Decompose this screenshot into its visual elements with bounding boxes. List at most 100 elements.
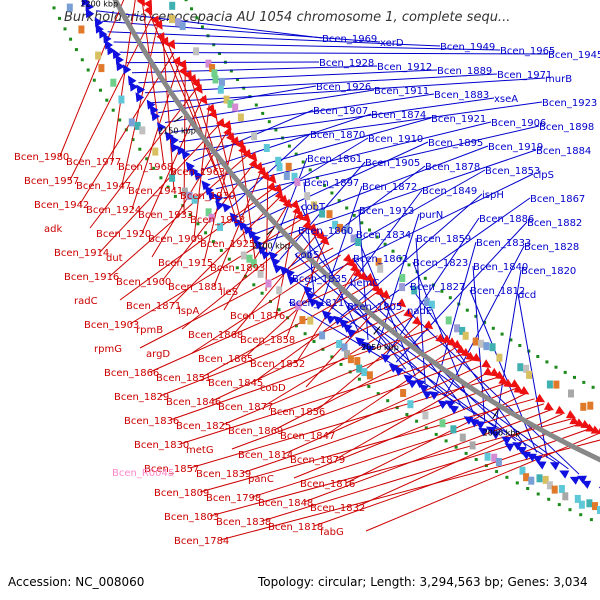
reverse-gene-label[interactable]: Bcen_1836 — [124, 416, 179, 427]
reverse-gene-label[interactable]: Bcen_1847 — [280, 431, 335, 442]
forward-gene-label[interactable]: Bcen_1905 — [365, 158, 420, 169]
forward-gene-label[interactable]: Bcen_1833 — [476, 238, 531, 249]
forward-gene-label[interactable]: Bcen_1859 — [416, 234, 471, 245]
reverse-gene-label[interactable]: Bcen_1784 — [174, 536, 229, 547]
reverse-gene-label[interactable]: Bcen_1881 — [168, 282, 223, 293]
forward-gene-label[interactable]: Bcen_1907 — [313, 106, 368, 117]
forward-gene-label[interactable]: Bcen_1971 — [497, 70, 552, 81]
forward-gene-label[interactable]: Bcen_1945 — [548, 50, 600, 61]
reverse-gene-label[interactable]: rpmB — [136, 325, 163, 336]
forward-gene-label[interactable]: Bcen_1928 — [319, 58, 374, 69]
reverse-gene-label[interactable]: Bcen_1920 — [96, 229, 151, 240]
forward-gene-label[interactable]: Bcen_1921 — [431, 114, 486, 125]
reverse-gene-label[interactable]: Bcen_1909 — [148, 234, 203, 245]
forward-gene-label[interactable]: purN — [419, 210, 443, 221]
forward-gene-label[interactable]: ispH — [482, 190, 504, 201]
reverse-gene-label[interactable]: Bcen_1877 — [218, 402, 273, 413]
forward-gene-label[interactable]: Bcen_1912 — [377, 62, 432, 73]
reverse-gene-label[interactable]: Bcen_1830 — [134, 440, 189, 451]
reverse-gene-label[interactable]: Bcen_1930 — [180, 191, 235, 202]
reverse-gene-label[interactable]: Bcen_1852 — [250, 359, 305, 370]
forward-gene-label[interactable]: Bcen_1853 — [485, 166, 540, 177]
reverse-gene-label[interactable]: Bcen_1798 — [206, 493, 261, 504]
reverse-gene-label[interactable]: Bcen_1809 — [154, 488, 209, 499]
reverse-gene-label[interactable]: Bcen_1947 — [76, 181, 131, 192]
reverse-gene-label[interactable]: Bcen_1957 — [24, 176, 79, 187]
reverse-gene-label[interactable]: Bcen_1839 — [196, 469, 251, 480]
forward-gene-label[interactable]: Bcen_1812 — [470, 286, 525, 297]
reverse-gene-label[interactable]: dut — [106, 253, 123, 264]
reverse-gene-label[interactable]: Bcen_1977 — [66, 157, 121, 168]
forward-gene-label[interactable]: Bcen_1897 — [304, 178, 359, 189]
reverse-gene-label[interactable]: Bcen_1869 — [228, 426, 283, 437]
forward-gene-label[interactable]: clpS — [533, 170, 554, 181]
reverse-gene-label[interactable]: adk — [44, 224, 62, 235]
forward-gene-label[interactable]: murB — [545, 74, 572, 85]
forward-gene-label[interactable]: Bcen_1878 — [425, 162, 480, 173]
forward-gene-label[interactable]: Bcen_1874 — [371, 110, 426, 121]
forward-gene-label[interactable]: xseA — [494, 94, 518, 105]
forward-gene-label[interactable]: cobT — [301, 202, 326, 213]
forward-gene-label[interactable]: nadE — [407, 306, 432, 317]
forward-gene-label[interactable]: Bcen_1805 — [347, 302, 402, 313]
reverse-gene-label[interactable]: metG — [186, 445, 214, 456]
forward-gene-label[interactable]: Bcen_1862 — [353, 254, 408, 265]
forward-gene-label[interactable]: Bcen_1849 — [422, 186, 477, 197]
reverse-gene-label[interactable]: Bcen_1942 — [34, 200, 89, 211]
reverse-gene-label[interactable]: Bcen_1856 — [270, 407, 325, 418]
forward-gene-label[interactable]: hemC — [350, 278, 379, 289]
forward-gene-label[interactable]: Bcen_1923 — [542, 98, 597, 109]
reverse-gene-label[interactable]: Bcen_1941 — [128, 186, 183, 197]
reverse-gene-label[interactable]: panC — [248, 474, 274, 485]
forward-gene-label[interactable]: Bcen_1872 — [362, 182, 417, 193]
forward-gene-label[interactable]: Bcen_1906 — [491, 118, 546, 129]
forward-gene-label[interactable]: Bcen_1965 — [500, 46, 555, 57]
reverse-gene-label[interactable]: lspA — [178, 306, 199, 317]
forward-gene-label[interactable]: Bcen_1870 — [310, 130, 365, 141]
reverse-gene-label[interactable]: Bcen_1968 — [118, 162, 173, 173]
forward-gene-label[interactable]: Bcen_1861 — [307, 154, 362, 165]
reverse-gene-label[interactable]: Bcen_1915 — [158, 258, 213, 269]
forward-gene-label[interactable]: Bcen_1895 — [428, 138, 483, 149]
reverse-gene-label[interactable]: Bcen_1903 — [84, 320, 139, 331]
reverse-gene-label[interactable]: Bcen_1916 — [64, 272, 119, 283]
reverse-gene-label[interactable]: ileS — [220, 287, 238, 298]
reverse-gene-label[interactable]: Bcen_1866 — [104, 368, 159, 379]
reverse-gene-label[interactable]: Bcen_1825 — [176, 421, 231, 432]
reverse-gene-label[interactable]: Bcen_1963 — [170, 167, 225, 178]
reverse-gene-label[interactable]: cobD — [260, 383, 286, 394]
forward-gene-label[interactable]: Bcen_1827 — [410, 282, 465, 293]
forward-gene-label[interactable]: Bcen_1834 — [356, 230, 411, 241]
reverse-gene-label[interactable]: Bcen_1803 — [164, 512, 219, 523]
forward-gene-label[interactable]: Bcen_1969 — [322, 34, 377, 45]
reverse-gene-label[interactable]: Bcen_1865 — [198, 354, 253, 365]
reverse-gene-label[interactable]: Bcen_1914 — [54, 248, 109, 259]
reverse-gene-label[interactable]: Bcen_1893 — [210, 263, 265, 274]
reverse-gene-label[interactable]: Bcen_1848 — [258, 498, 313, 509]
reverse-gene-label[interactable]: fabG — [320, 527, 344, 538]
reverse-gene-label[interactable]: Bcen_1851 — [156, 373, 211, 384]
reverse-gene-label[interactable]: Bcen_1832 — [310, 503, 365, 514]
reverse-gene-label[interactable]: Bcen_1846 — [166, 397, 221, 408]
forward-gene-label[interactable]: Bcen_1811 — [289, 298, 344, 309]
rna-gene-label[interactable]: Bcen_R0045 — [112, 468, 174, 479]
forward-gene-label[interactable]: cobS — [295, 250, 319, 261]
reverse-gene-label[interactable]: Bcen_1918 — [190, 215, 245, 226]
forward-gene-label[interactable]: Bcen_1926 — [316, 82, 371, 93]
circular-genome-map[interactable]: 2200 kbp 2150 kbp 2100 kbp 2050 kbp 2000 kbp… — [0, 0, 600, 575]
reverse-gene-label[interactable]: Bcen_1838 — [216, 517, 271, 528]
forward-gene-label[interactable]: Bcen_1898 — [539, 122, 594, 133]
forward-gene-label[interactable]: Bcen_1867 — [530, 194, 585, 205]
forward-gene-label[interactable]: Bcen_1919 — [488, 142, 543, 153]
reverse-gene-label[interactable]: Bcen_1876 — [230, 311, 285, 322]
reverse-gene-label[interactable]: Bcen_1858 — [240, 335, 295, 346]
reverse-gene-label[interactable]: Bcen_1925 — [200, 239, 255, 250]
reverse-gene-label[interactable]: Bcen_1879 — [290, 455, 345, 466]
reverse-gene-label[interactable]: Bcen_1814 — [238, 450, 293, 461]
reverse-gene-label[interactable]: rpmG — [94, 344, 122, 355]
forward-gene-label[interactable]: Bcen_1913 — [359, 206, 414, 217]
reverse-gene-label[interactable]: Bcen_1818 — [268, 522, 323, 533]
reverse-gene-label[interactable]: argD — [146, 349, 170, 360]
forward-gene-label[interactable]: Bcen_1889 — [437, 66, 492, 77]
reverse-gene-label[interactable]: Bcen_1900 — [116, 277, 171, 288]
